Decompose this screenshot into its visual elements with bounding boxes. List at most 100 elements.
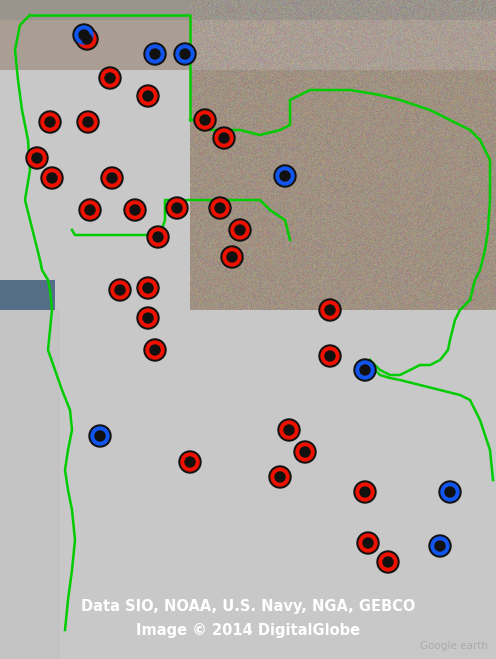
- Circle shape: [435, 541, 445, 551]
- Circle shape: [95, 431, 105, 441]
- Circle shape: [76, 28, 98, 50]
- Circle shape: [357, 532, 379, 554]
- Circle shape: [124, 199, 146, 221]
- Circle shape: [153, 232, 163, 242]
- Text: Google earth: Google earth: [420, 641, 488, 651]
- Circle shape: [211, 199, 229, 217]
- Circle shape: [180, 49, 190, 59]
- Circle shape: [223, 248, 241, 266]
- Circle shape: [294, 441, 316, 463]
- Circle shape: [383, 557, 393, 567]
- Circle shape: [213, 127, 235, 149]
- Circle shape: [431, 537, 449, 555]
- Circle shape: [276, 167, 294, 185]
- Circle shape: [319, 345, 341, 367]
- Circle shape: [41, 113, 59, 131]
- Circle shape: [99, 67, 121, 89]
- Circle shape: [81, 201, 99, 219]
- Circle shape: [47, 173, 57, 183]
- Circle shape: [146, 45, 164, 63]
- Circle shape: [363, 538, 373, 548]
- Circle shape: [271, 468, 289, 486]
- Circle shape: [78, 30, 96, 48]
- Circle shape: [275, 472, 285, 482]
- Circle shape: [215, 203, 225, 213]
- Circle shape: [185, 457, 195, 467]
- Circle shape: [137, 277, 159, 299]
- Circle shape: [143, 313, 153, 323]
- Circle shape: [359, 534, 377, 552]
- Circle shape: [137, 85, 159, 107]
- Circle shape: [79, 30, 89, 40]
- Circle shape: [441, 483, 459, 501]
- Circle shape: [32, 153, 42, 163]
- Circle shape: [91, 427, 109, 445]
- Circle shape: [354, 359, 376, 381]
- Circle shape: [280, 421, 298, 439]
- Circle shape: [321, 301, 339, 319]
- Text: Image © 2014 DigitalGlobe: Image © 2014 DigitalGlobe: [136, 623, 360, 639]
- Circle shape: [89, 425, 111, 447]
- Circle shape: [130, 205, 140, 215]
- Circle shape: [103, 169, 121, 187]
- Circle shape: [150, 345, 160, 355]
- Circle shape: [143, 91, 153, 101]
- Circle shape: [278, 419, 300, 441]
- Circle shape: [82, 34, 92, 44]
- Circle shape: [360, 365, 370, 375]
- Circle shape: [39, 111, 61, 133]
- Circle shape: [296, 443, 314, 461]
- Circle shape: [150, 49, 160, 59]
- Circle shape: [439, 481, 461, 503]
- Circle shape: [139, 309, 157, 327]
- Circle shape: [28, 149, 46, 167]
- Circle shape: [321, 347, 339, 365]
- Circle shape: [109, 279, 131, 301]
- Circle shape: [79, 113, 97, 131]
- Circle shape: [43, 169, 61, 187]
- Circle shape: [181, 453, 199, 471]
- Circle shape: [360, 487, 370, 497]
- Circle shape: [354, 481, 376, 503]
- Circle shape: [137, 307, 159, 329]
- Circle shape: [319, 299, 341, 321]
- Circle shape: [231, 221, 249, 239]
- Circle shape: [105, 73, 115, 83]
- Circle shape: [284, 425, 294, 435]
- Circle shape: [77, 111, 99, 133]
- Circle shape: [174, 43, 196, 65]
- Circle shape: [79, 199, 101, 221]
- Circle shape: [101, 69, 119, 87]
- Circle shape: [445, 487, 455, 497]
- Circle shape: [215, 129, 233, 147]
- Circle shape: [126, 201, 144, 219]
- Circle shape: [172, 203, 182, 213]
- Circle shape: [209, 197, 231, 219]
- Circle shape: [379, 553, 397, 571]
- Circle shape: [221, 246, 243, 268]
- Circle shape: [269, 466, 291, 488]
- Circle shape: [176, 45, 194, 63]
- Circle shape: [85, 205, 95, 215]
- Circle shape: [229, 219, 251, 241]
- Circle shape: [196, 111, 214, 129]
- Circle shape: [107, 173, 117, 183]
- Circle shape: [144, 43, 166, 65]
- Circle shape: [45, 117, 55, 127]
- Circle shape: [146, 341, 164, 359]
- Circle shape: [144, 339, 166, 361]
- Circle shape: [356, 361, 374, 379]
- Circle shape: [227, 252, 237, 262]
- Circle shape: [139, 87, 157, 105]
- Circle shape: [280, 171, 290, 181]
- Circle shape: [200, 115, 210, 125]
- Circle shape: [429, 535, 451, 557]
- Circle shape: [147, 226, 169, 248]
- Circle shape: [377, 551, 399, 573]
- Circle shape: [179, 451, 201, 473]
- Circle shape: [168, 199, 186, 217]
- Circle shape: [139, 279, 157, 297]
- Circle shape: [325, 305, 335, 315]
- Circle shape: [26, 147, 48, 169]
- Text: Data SIO, NOAA, U.S. Navy, NGA, GEBCO: Data SIO, NOAA, U.S. Navy, NGA, GEBCO: [81, 600, 415, 614]
